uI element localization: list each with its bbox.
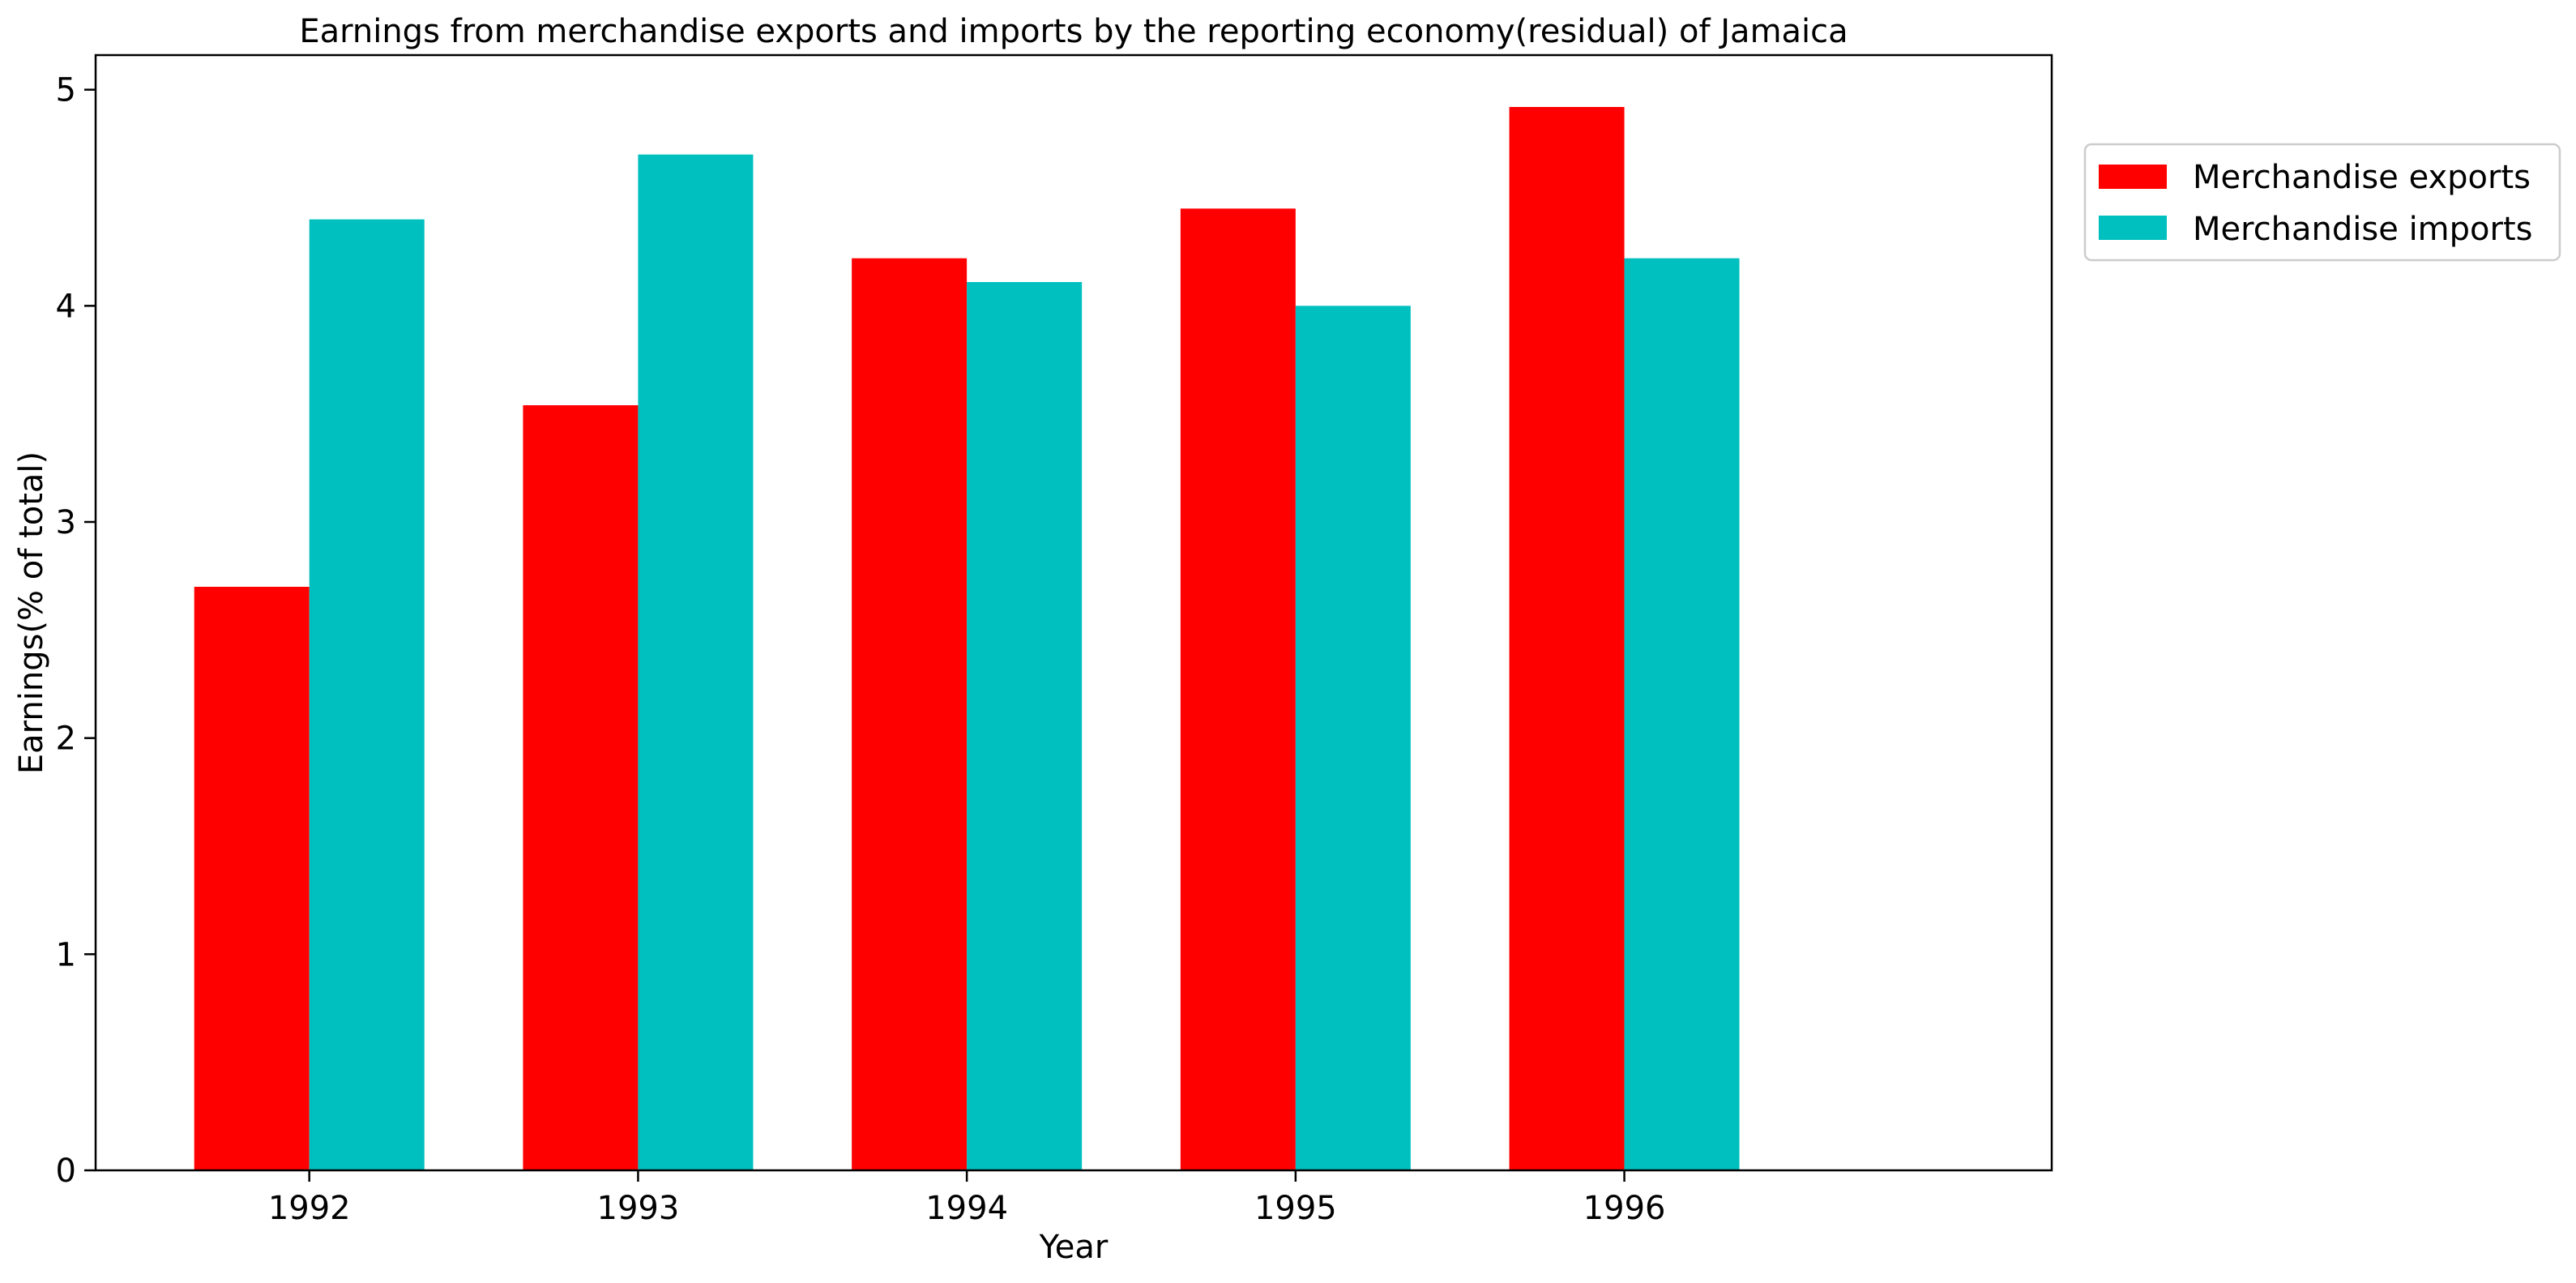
bar-imports-1993: [638, 154, 754, 1170]
y-tick-label-2: 2: [56, 721, 76, 758]
bar-imports-1992: [309, 219, 425, 1170]
x-tick-label-1994: 1994: [925, 1190, 1008, 1227]
x-axis: 1992 1993 1994 1995 1996: [268, 1170, 1666, 1227]
bar-exports-1992: [194, 587, 310, 1170]
legend-frame: [2083, 143, 2561, 262]
x-tick-label-1995: 1995: [1254, 1190, 1337, 1227]
y-tick-label-3: 3: [56, 504, 76, 541]
legend: Merchandise exports Merchandise imports: [2083, 143, 2561, 262]
bars-layer: [194, 107, 1740, 1171]
bar-imports-1994: [967, 282, 1083, 1170]
y-axis: 0 1 2 3 4 5: [56, 72, 96, 1190]
bar-imports-1996: [1624, 258, 1740, 1170]
bar-exports-1996: [1509, 107, 1625, 1170]
x-tick-label-1996: 1996: [1583, 1190, 1666, 1227]
plot-frame: [94, 53, 2053, 1172]
y-tick-label-0: 0: [56, 1153, 76, 1190]
legend-swatch-exports: [2099, 165, 2167, 189]
bar-exports-1995: [1180, 208, 1296, 1171]
legend-swatch-imports: [2099, 216, 2167, 240]
y-tick-label-4: 4: [56, 288, 76, 325]
x-tick-label-1993: 1993: [597, 1190, 680, 1227]
y-tick-label-1: 1: [56, 936, 76, 973]
chart-title: Earnings from merchandise exports and im…: [299, 13, 1848, 50]
bar-exports-1993: [523, 405, 639, 1170]
y-axis-label: Earnings(% of total): [13, 451, 50, 774]
x-axis-label: Year: [1039, 1229, 1109, 1266]
y-tick-label-5: 5: [56, 72, 76, 109]
x-tick-label-1992: 1992: [268, 1190, 351, 1227]
legend-label-exports: Merchandise exports: [2193, 159, 2531, 196]
bar-imports-1995: [1295, 306, 1411, 1171]
bar-exports-1994: [852, 258, 968, 1170]
legend-label-imports: Merchandise imports: [2193, 211, 2532, 248]
